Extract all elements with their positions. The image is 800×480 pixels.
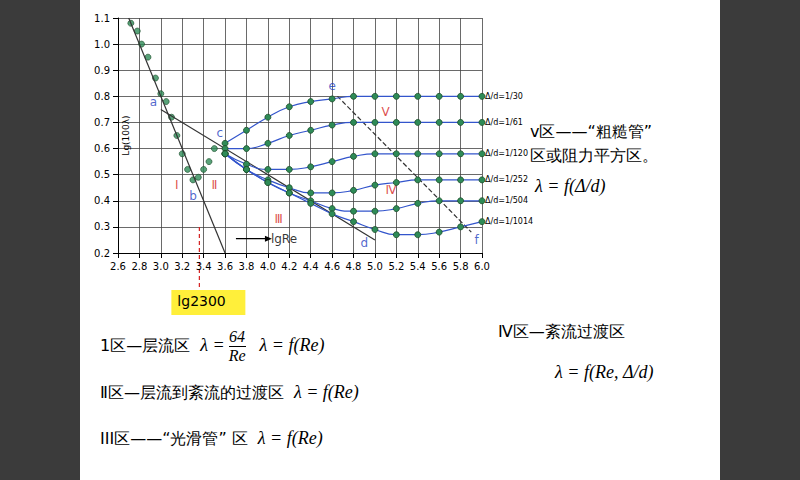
svg-text:3.6: 3.6 bbox=[217, 261, 233, 272]
svg-text:4.8: 4.8 bbox=[346, 261, 362, 272]
svg-text:Δ/d=1/120: Δ/d=1/120 bbox=[485, 149, 528, 158]
svg-text:e: e bbox=[328, 79, 335, 93]
svg-text:4.2: 4.2 bbox=[281, 261, 297, 272]
svg-text:3.0: 3.0 bbox=[153, 261, 169, 272]
svg-text:5.4: 5.4 bbox=[410, 261, 426, 272]
svg-text:0.6: 0.6 bbox=[94, 143, 110, 154]
html-text:Ⅳ区—紊流过渡区: Ⅳ区—紊流过渡区 bbox=[498, 322, 625, 341]
svg-text:Δ/d=1/61: Δ/d=1/61 bbox=[485, 118, 523, 127]
html-text:λ = f(Re): λ = f(Re) bbox=[259, 335, 325, 355]
svg-text:3.4: 3.4 bbox=[196, 261, 212, 272]
svg-text:c: c bbox=[216, 126, 223, 140]
svg-text:Lg(100λ): Lg(100λ) bbox=[121, 115, 131, 155]
html-text:Ⅱ区—层流到紊流的过渡区: Ⅱ区—层流到紊流的过渡区 bbox=[100, 383, 284, 402]
svg-text:3.2: 3.2 bbox=[174, 261, 190, 272]
svg-text:2.8: 2.8 bbox=[131, 261, 147, 272]
html-text:1区—层流区: 1区—层流区 bbox=[100, 336, 191, 355]
svg-text:0.3: 0.3 bbox=[94, 221, 110, 232]
svg-text:Δ/d=1/504: Δ/d=1/504 bbox=[485, 196, 528, 205]
svg-text:Ⅰ: Ⅰ bbox=[175, 178, 179, 192]
svg-text:5.8: 5.8 bbox=[453, 261, 469, 272]
svg-text:4.6: 4.6 bbox=[324, 261, 340, 272]
svg-text:0.8: 0.8 bbox=[94, 91, 110, 102]
svg-text:0.2: 0.2 bbox=[94, 248, 110, 259]
svg-text:Ⅲ: Ⅲ bbox=[274, 212, 282, 226]
svg-text:0.9: 0.9 bbox=[94, 65, 110, 76]
html-text:区或阻力平方区。: 区或阻力平方区。 bbox=[530, 146, 658, 165]
svg-text:3.8: 3.8 bbox=[239, 261, 255, 272]
svg-text:4.0: 4.0 bbox=[260, 261, 276, 272]
html-text:λ = f(Δ/d): λ = f(Δ/d) bbox=[535, 176, 606, 196]
html-text:III区——“光滑管” 区: III区——“光滑管” 区 bbox=[100, 429, 248, 448]
svg-text:lgRe: lgRe bbox=[271, 232, 297, 246]
svg-text:1.0: 1.0 bbox=[94, 39, 110, 50]
svg-text:2.6: 2.6 bbox=[110, 261, 126, 272]
svg-text:0.7: 0.7 bbox=[94, 117, 110, 128]
html-text:λ = f(Re, Δ/d): λ = f(Re, Δ/d) bbox=[555, 362, 654, 382]
svg-text:0.4: 0.4 bbox=[94, 195, 110, 206]
svg-text:a: a bbox=[150, 95, 157, 109]
svg-text:5.0: 5.0 bbox=[367, 261, 383, 272]
svg-text:b: b bbox=[189, 189, 197, 203]
html-text:λ = f(Re): λ = f(Re) bbox=[293, 382, 359, 402]
svg-text:1.1: 1.1 bbox=[94, 13, 110, 24]
svg-text:lg2300: lg2300 bbox=[177, 293, 225, 309]
svg-text:Ⅴ: Ⅴ bbox=[382, 105, 391, 119]
svg-text:Δ/d=1/252: Δ/d=1/252 bbox=[485, 175, 528, 184]
html-text:λ = f(Re): λ = f(Re) bbox=[257, 428, 323, 448]
svg-text:6.0: 6.0 bbox=[474, 261, 490, 272]
svg-text:4.4: 4.4 bbox=[303, 261, 319, 272]
svg-text:Ⅳ: Ⅳ bbox=[385, 183, 397, 198]
html-text:v区——“粗糙管”: v区——“粗糙管” bbox=[530, 122, 652, 141]
svg-text:d: d bbox=[360, 236, 368, 250]
svg-text:f: f bbox=[475, 233, 480, 247]
svg-text:Δ/d=1/30: Δ/d=1/30 bbox=[485, 92, 523, 101]
html-text:Re: Re bbox=[228, 347, 246, 364]
svg-text:5.2: 5.2 bbox=[388, 261, 404, 272]
svg-text:0.5: 0.5 bbox=[94, 169, 110, 180]
svg-text:Ⅱ: Ⅱ bbox=[211, 178, 217, 192]
svg-text:5.6: 5.6 bbox=[431, 261, 447, 272]
html-text:λ = 64: λ = 64 bbox=[200, 328, 246, 355]
svg-text:Δ/d=1/1014: Δ/d=1/1014 bbox=[485, 217, 533, 226]
